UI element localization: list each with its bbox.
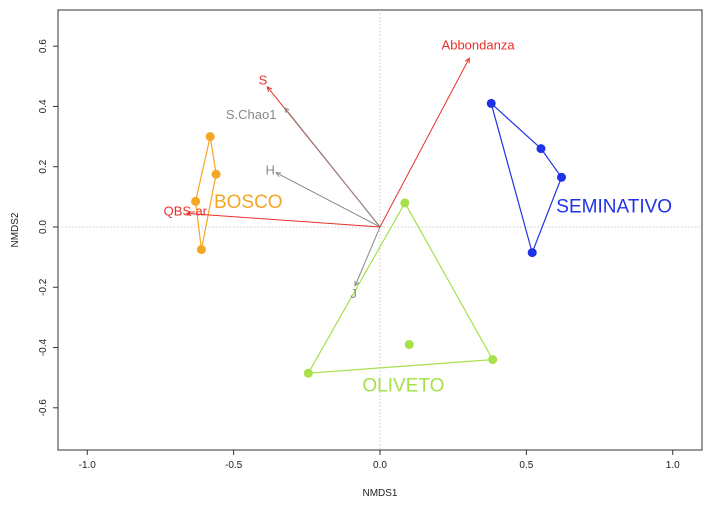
vector-label-qbs-ar: QBS-ar (164, 203, 208, 218)
hull-oliveto (307, 201, 494, 374)
vector-label-j: J (350, 286, 357, 301)
y-axis: -0.6 -0.4 -0.2 0.0 0.2 0.4 0.6 (38, 39, 58, 417)
vector-label-h: H (266, 163, 275, 178)
group-hulls (194, 101, 563, 374)
vector-arrowhead-qbs-ar (185, 211, 192, 217)
point-seminativo (536, 144, 546, 154)
environmental-vectors: Abbondanza S S.Chao1 H QBS-ar J (164, 38, 516, 302)
x-tick-label: 0.0 (373, 460, 387, 471)
vector-arrowhead-s-chao1 (284, 107, 290, 113)
point-oliveto (488, 355, 498, 365)
point-seminativo (486, 98, 496, 108)
vector-j (354, 226, 381, 286)
point-oliveto (303, 368, 313, 378)
y-axis-title: NMDS2 (10, 212, 21, 247)
group-label-bosco: BOSCO (214, 192, 283, 213)
vector-qbs-ar (186, 212, 381, 228)
group-label-seminativo: SEMINATIVO (556, 196, 672, 217)
vector-label-s-chao1: S.Chao1 (226, 107, 277, 122)
point-oliveto (400, 198, 410, 208)
y-tick-label: 0.4 (38, 99, 49, 113)
vector-s-chao1 (284, 107, 381, 228)
point-bosco (205, 132, 215, 142)
point-bosco (191, 196, 201, 206)
y-tick-label: -0.6 (38, 399, 49, 417)
y-tick-label: -0.4 (38, 338, 49, 356)
y-tick-label: -0.2 (38, 278, 49, 296)
y-tick-label: 0.2 (38, 159, 49, 173)
vector-abbondanza (379, 57, 470, 228)
point-bosco (211, 169, 221, 179)
vector-arrowhead-j (354, 280, 360, 287)
vector-arrowhead-h (275, 172, 282, 178)
vector-h (275, 172, 381, 228)
x-tick-label: 1.0 (666, 460, 680, 471)
sample-points (191, 98, 566, 378)
vector-label-abbondanza: Abbondanza (442, 38, 516, 53)
point-oliveto (404, 340, 414, 350)
vector-label-s: S (259, 72, 268, 87)
point-bosco (196, 245, 206, 255)
group-label-oliveto: OLIVETO (362, 376, 444, 397)
point-seminativo (556, 172, 566, 182)
point-seminativo (527, 248, 537, 258)
x-tick-label: -1.0 (79, 460, 97, 471)
hull-seminativo (490, 101, 563, 255)
x-tick-label: -0.5 (225, 460, 243, 471)
group-labels: BOSCO SEMINATIVO OLIVETO (214, 192, 672, 397)
vector-arrowhead-s (266, 85, 273, 92)
x-tick-label: 0.5 (519, 460, 533, 471)
y-tick-label: 0.0 (38, 220, 49, 234)
x-axis: -1.0 -0.5 0.0 0.5 1.0 (79, 450, 680, 471)
vector-arrowhead-abbondanza (464, 57, 470, 64)
x-axis-title: NMDS1 (362, 488, 397, 499)
y-tick-label: 0.6 (38, 39, 49, 53)
